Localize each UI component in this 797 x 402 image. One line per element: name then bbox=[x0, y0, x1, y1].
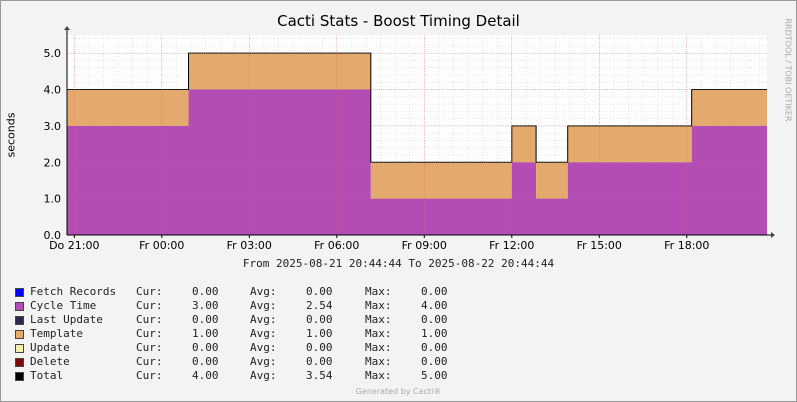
x-tick-label: Fr 03:00 bbox=[227, 239, 272, 252]
legend-swatch bbox=[15, 288, 24, 297]
y-axis-arrow bbox=[64, 26, 70, 30]
legend-cur-value: 1.00 bbox=[192, 327, 219, 340]
legend-series-name: Fetch Records bbox=[30, 285, 117, 298]
y-tick-label: 2.0 bbox=[44, 156, 62, 169]
x-tick-label: Fr 12:00 bbox=[489, 239, 534, 252]
legend-series-name: Cycle Time bbox=[30, 299, 97, 312]
legend-swatch bbox=[15, 316, 24, 325]
legend-max-label: Max: bbox=[365, 369, 392, 382]
y-tick-label: 1.0 bbox=[44, 193, 62, 206]
x-tick-label: Fr 09:00 bbox=[402, 239, 447, 252]
legend-avg-label: Avg: bbox=[250, 313, 277, 326]
legend-series-name: Update bbox=[30, 341, 70, 354]
legend-swatch bbox=[15, 302, 24, 311]
y-tick-label: 3.0 bbox=[44, 120, 62, 133]
date-range: From 2025-08-21 20:44:44 To 2025-08-22 2… bbox=[242, 257, 555, 270]
y-tick-label: 4.0 bbox=[44, 84, 62, 97]
x-tick-label: Fr 06:00 bbox=[314, 239, 359, 252]
x-tick-label: Fr 15:00 bbox=[577, 239, 622, 252]
legend-max-value: 0.00 bbox=[421, 341, 448, 354]
legend-avg-value: 2.54 bbox=[306, 299, 333, 312]
legend-cur-value: 0.00 bbox=[192, 313, 219, 326]
legend-cur-value: 4.00 bbox=[192, 369, 219, 382]
legend-max-label: Max: bbox=[365, 299, 392, 312]
legend-cur-label: Cur: bbox=[136, 341, 163, 354]
legend-max-label: Max: bbox=[365, 327, 392, 340]
x-tick-label: Fr 00:00 bbox=[139, 239, 184, 252]
legend-avg-value: 1.00 bbox=[306, 327, 333, 340]
x-tick-label: Do 21:00 bbox=[49, 239, 99, 252]
chart-title: Cacti Stats - Boost Timing Detail bbox=[277, 12, 520, 30]
legend-series-name: Delete bbox=[30, 355, 70, 368]
legend-max-label: Max: bbox=[365, 313, 392, 326]
generated-by-footer: Generated by Cacti® bbox=[355, 387, 442, 396]
legend-swatch bbox=[15, 344, 24, 353]
legend-max-label: Max: bbox=[365, 285, 392, 298]
legend-avg-label: Avg: bbox=[250, 285, 277, 298]
legend-series-name: Last Update bbox=[30, 313, 103, 326]
legend-series-name: Template bbox=[30, 327, 83, 340]
legend-cur-label: Cur: bbox=[136, 299, 163, 312]
legend-avg-value: 0.00 bbox=[306, 355, 333, 368]
legend-swatch bbox=[15, 330, 24, 339]
legend-max-value: 5.00 bbox=[421, 369, 448, 382]
legend-avg-value: 0.00 bbox=[306, 313, 333, 326]
legend-avg-value: 0.00 bbox=[306, 341, 333, 354]
legend-max-value: 1.00 bbox=[421, 327, 448, 340]
legend-max-value: 0.00 bbox=[421, 285, 448, 298]
legend-max-label: Max: bbox=[365, 341, 392, 354]
legend-max-value: 0.00 bbox=[421, 355, 448, 368]
x-axis-arrow bbox=[771, 232, 775, 238]
legend-cur-label: Cur: bbox=[136, 285, 163, 298]
legend-avg-value: 0.00 bbox=[306, 285, 333, 298]
legend-cur-label: Cur: bbox=[136, 327, 163, 340]
legend-avg-value: 3.54 bbox=[306, 369, 333, 382]
legend-series-name: Total bbox=[30, 369, 64, 382]
legend-max-value: 4.00 bbox=[421, 299, 448, 312]
legend-cur-value: 0.00 bbox=[192, 285, 219, 298]
legend-cur-value: 3.00 bbox=[192, 299, 219, 312]
y-tick-label: 5.0 bbox=[44, 47, 62, 60]
legend-avg-label: Avg: bbox=[250, 327, 277, 340]
legend-avg-label: Avg: bbox=[250, 299, 277, 312]
legend-avg-label: Avg: bbox=[250, 341, 277, 354]
legend-cur-value: 0.00 bbox=[192, 341, 219, 354]
legend-max-label: Max: bbox=[365, 355, 392, 368]
legend-cur-label: Cur: bbox=[136, 355, 163, 368]
legend-avg-label: Avg: bbox=[250, 369, 277, 382]
legend-swatch bbox=[15, 372, 24, 381]
legend-cur-value: 0.00 bbox=[192, 355, 219, 368]
y-tick-label: 0.0 bbox=[44, 229, 62, 242]
legend-cur-label: Cur: bbox=[136, 313, 163, 326]
legend-max-value: 0.00 bbox=[421, 313, 448, 326]
legend-cur-label: Cur: bbox=[136, 369, 163, 382]
x-tick-label: Fr 18:00 bbox=[664, 239, 709, 252]
legend-avg-label: Avg: bbox=[250, 355, 277, 368]
legend-swatch bbox=[15, 358, 24, 367]
